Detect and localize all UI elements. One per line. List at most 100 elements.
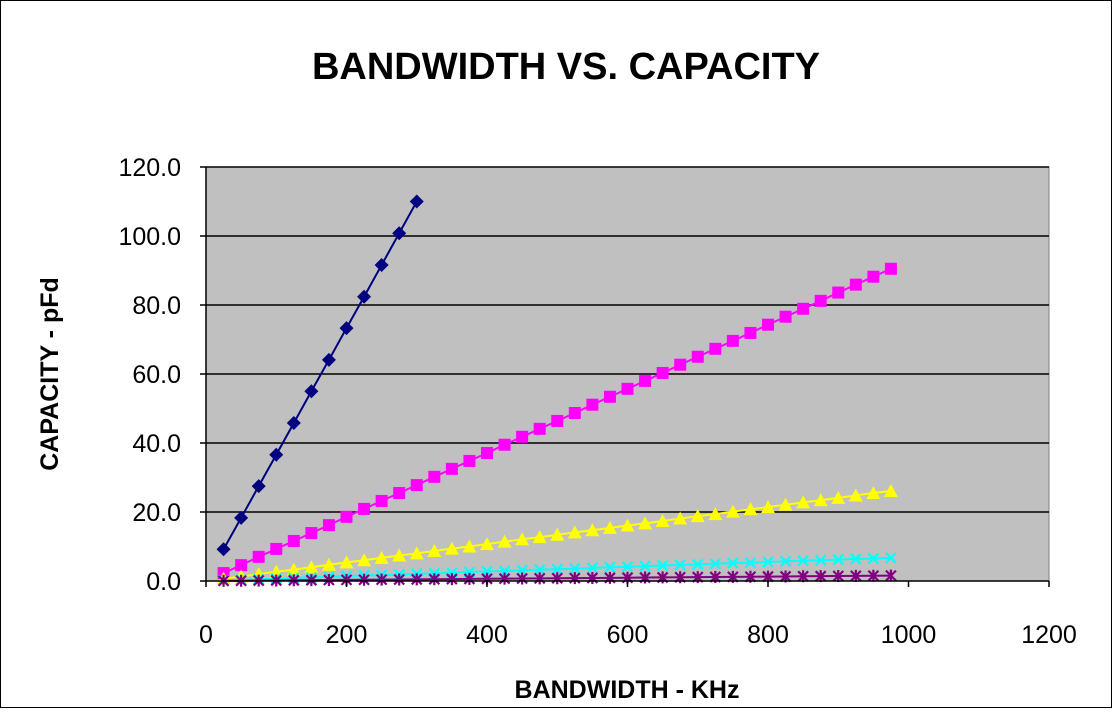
data-point: [639, 560, 651, 572]
data-point: [287, 534, 300, 547]
data-point: [498, 438, 511, 451]
data-point: [866, 486, 881, 500]
x-tick-label: 0: [199, 621, 213, 649]
data-point: [762, 556, 774, 568]
data-point: [568, 406, 581, 419]
data-point: [797, 302, 810, 315]
data-point: [358, 573, 370, 586]
data-point: [463, 572, 476, 585]
data-point: [867, 552, 880, 565]
data-point: [393, 573, 405, 586]
data-point: [498, 572, 511, 585]
x-tick-label: 400: [466, 621, 508, 649]
data-point: [691, 350, 704, 363]
data-point: [585, 523, 600, 537]
data-point: [814, 554, 827, 567]
y-tick-label: 20.0: [132, 499, 181, 527]
data-point: [392, 548, 407, 562]
data-point: [322, 519, 335, 532]
data-point: [832, 553, 845, 566]
data-point: [551, 563, 564, 576]
data-point: [516, 572, 528, 585]
x-tick-label: 800: [747, 621, 789, 649]
data-point: [374, 257, 389, 272]
data-point: [726, 334, 739, 347]
data-point: [533, 563, 546, 576]
data-point: [358, 502, 371, 515]
x-tick-label: 1200: [1021, 621, 1077, 649]
data-point: [621, 382, 634, 395]
data-point: [516, 430, 529, 443]
data-point: [603, 390, 616, 403]
data-point: [428, 573, 441, 586]
data-point: [744, 556, 757, 569]
chart-title: BANDWIDTH VS. CAPACITY: [312, 46, 820, 88]
data-point: [409, 194, 424, 209]
data-point: [235, 559, 248, 572]
data-point: [586, 398, 599, 411]
data-point: [357, 553, 372, 567]
data-point: [393, 487, 406, 500]
y-tick-label: 100.0: [118, 223, 181, 251]
data-point: [884, 262, 897, 275]
x-tick-label: 1000: [881, 621, 937, 649]
data-point: [638, 516, 653, 530]
data-point: [340, 510, 353, 523]
data-point: [270, 542, 283, 555]
data-point: [885, 552, 897, 564]
data-point: [569, 562, 581, 575]
data-point: [305, 527, 318, 540]
x-tick-label: 200: [326, 621, 368, 649]
data-point: [481, 447, 493, 460]
data-point: [656, 366, 669, 379]
data-point: [725, 504, 740, 518]
data-point: [691, 558, 704, 571]
series-2: [217, 262, 897, 580]
data-point: [709, 342, 722, 355]
data-point: [497, 534, 512, 548]
data-point: [410, 479, 423, 492]
data-point: [743, 502, 758, 516]
data-point: [567, 525, 582, 539]
data-point: [849, 278, 862, 291]
data-point: [304, 384, 319, 399]
data-point: [797, 554, 809, 567]
data-point: [462, 539, 477, 553]
data-point: [796, 495, 811, 509]
data-point: [832, 286, 845, 299]
data-point: [375, 573, 388, 586]
data-point: [814, 294, 827, 307]
data-point: [286, 415, 301, 430]
data-point: [867, 270, 880, 283]
data-point: [744, 326, 757, 339]
data-point: [339, 321, 354, 336]
data-point: [778, 497, 793, 511]
data-point: [269, 447, 284, 462]
data-point: [323, 574, 335, 587]
data-point: [375, 494, 388, 507]
data-point: [586, 562, 599, 574]
data-point: [779, 555, 792, 568]
y-tick-labels: 0.0 20.0 40.0 60.0 80.0 100.0 120.0: [118, 154, 206, 596]
data-point: [814, 570, 827, 583]
data-point: [602, 520, 617, 534]
data-point: [673, 511, 688, 525]
data-point: [850, 569, 862, 582]
data-point: [779, 310, 792, 323]
data-point: [374, 550, 389, 564]
data-point: [761, 500, 775, 514]
data-point: [409, 546, 424, 560]
data-point: [321, 557, 336, 571]
data-point: [551, 414, 564, 427]
data-point: [445, 462, 458, 475]
data-point: [428, 470, 441, 483]
data-point: [357, 289, 372, 304]
data-point: [813, 493, 828, 507]
data-point: [304, 560, 319, 574]
data-point: [339, 555, 354, 569]
x-tick-labels: 0 200 400 600 800 1000 1200: [199, 581, 1077, 649]
data-point: [709, 557, 722, 570]
data-point: [639, 374, 652, 387]
series-1: [216, 194, 424, 557]
data-point: [427, 543, 442, 557]
